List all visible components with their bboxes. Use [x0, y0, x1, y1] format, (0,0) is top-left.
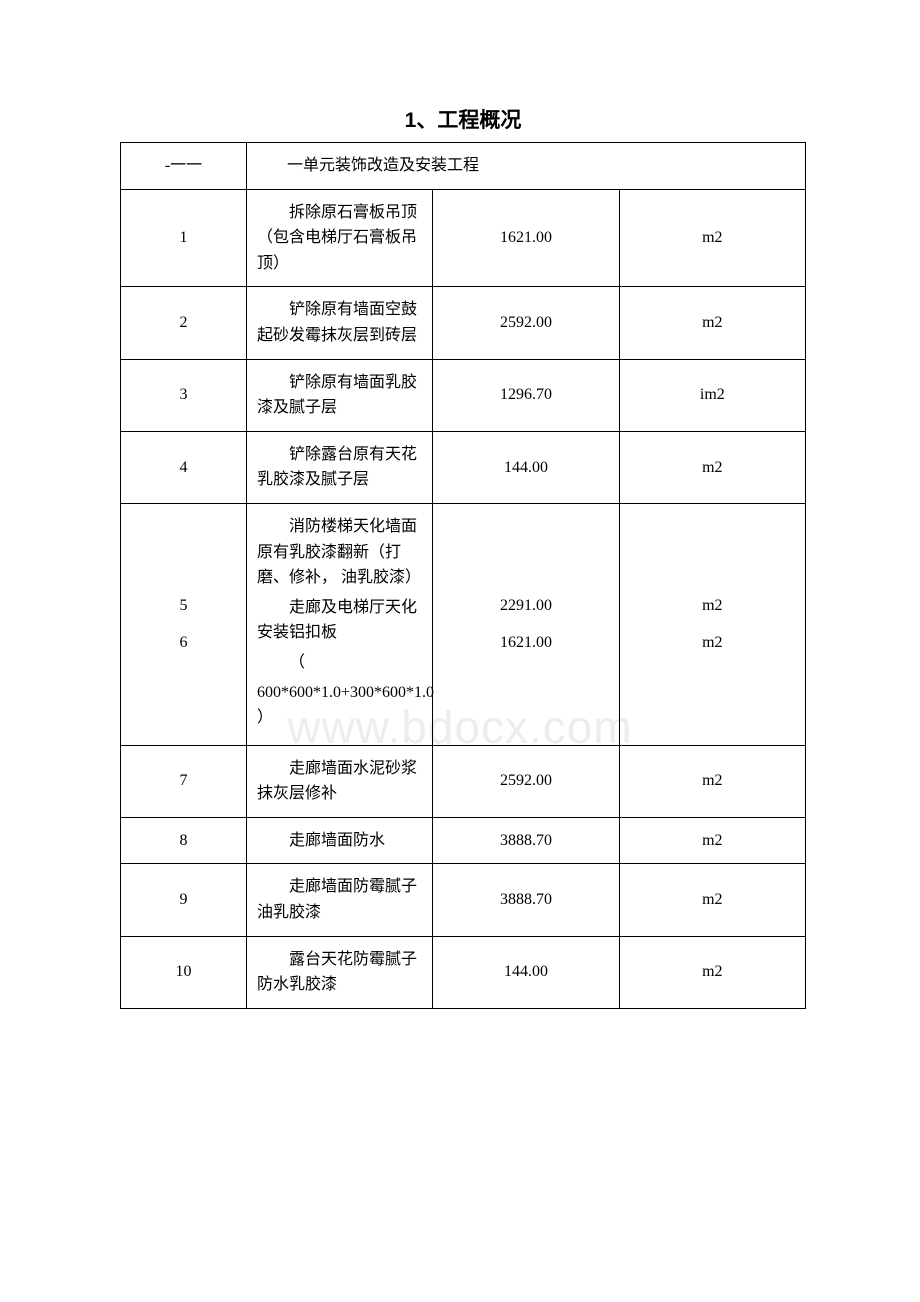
- table-row-merged: 5 6 消防楼梯天化墙面原有乳胶漆翻新（打磨、修补， 油乳胶漆） 走廊及电梯厅天…: [121, 503, 806, 745]
- row-num: 4: [121, 431, 247, 503]
- row-val: 144.00: [433, 936, 619, 1008]
- row-num-double: 5 6: [121, 503, 247, 745]
- row-desc: 拆除原石膏板吊顶（包含电梯厅石膏板吊顶）: [247, 189, 433, 287]
- table-header-row: -一一 一单元装饰改造及安装工程: [121, 143, 806, 190]
- table-row: 8 走廊墙面防水 3888.70 m2: [121, 817, 806, 864]
- table-row: 1 拆除原石膏板吊顶（包含电梯厅石膏板吊顶） 1621.00 m2: [121, 189, 806, 287]
- row-desc: 走廊墙面防水: [247, 817, 433, 864]
- header-left: -一一: [121, 143, 247, 190]
- table-row: 3 铲除原有墙面乳胶漆及腻子层 1296.70 im2: [121, 359, 806, 431]
- row-desc: 铲除露台原有天花乳胶漆及腻子层: [247, 431, 433, 503]
- table-row: 10 露台天花防霉腻子防水乳胶漆 144.00 m2: [121, 936, 806, 1008]
- row-unit: m2: [619, 864, 805, 936]
- table-row: 4 铲除露台原有天花乳胶漆及腻子层 144.00 m2: [121, 431, 806, 503]
- row-num: 1: [121, 189, 247, 287]
- row-num: 3: [121, 359, 247, 431]
- row-desc: 露台天花防霉腻子防水乳胶漆: [247, 936, 433, 1008]
- project-table: -一一 一单元装饰改造及安装工程 1 拆除原石膏板吊顶（包含电梯厅石膏板吊顶） …: [120, 142, 806, 1009]
- row-desc: 走廊墙面防霉腻子油乳胶漆: [247, 864, 433, 936]
- row-unit: m2: [619, 936, 805, 1008]
- row-num: 9: [121, 864, 247, 936]
- table-row: 7 走廊墙面水泥砂浆抹灰层修补 2592.00 m2: [121, 745, 806, 817]
- header-right: 一单元装饰改造及安装工程: [247, 143, 806, 190]
- row-desc: 铲除原有墙面乳胶漆及腻子层: [247, 359, 433, 431]
- row-val: 1621.00: [433, 189, 619, 287]
- row-val: 144.00: [433, 431, 619, 503]
- row-val-double: 2291.00 1621.00: [433, 503, 619, 745]
- row-desc-merged: 消防楼梯天化墙面原有乳胶漆翻新（打磨、修补， 油乳胶漆） 走廊及电梯厅天化安装铝…: [247, 503, 433, 745]
- row-num: 8: [121, 817, 247, 864]
- page-title: 1、工程概况: [120, 104, 806, 134]
- row-unit: m2: [619, 287, 805, 359]
- table-row: 2 铲除原有墙面空鼓起砂发霉抹灰层到砖层 2592.00 m2: [121, 287, 806, 359]
- row-num: 2: [121, 287, 247, 359]
- row-unit: m2: [619, 817, 805, 864]
- row-val: 3888.70: [433, 864, 619, 936]
- row-desc: 走廊墙面水泥砂浆抹灰层修补: [247, 745, 433, 817]
- row-val: 2592.00: [433, 287, 619, 359]
- row-unit: im2: [619, 359, 805, 431]
- row-desc: 铲除原有墙面空鼓起砂发霉抹灰层到砖层: [247, 287, 433, 359]
- table-row: 9 走廊墙面防霉腻子油乳胶漆 3888.70 m2: [121, 864, 806, 936]
- row-unit: m2: [619, 189, 805, 287]
- row-num: 7: [121, 745, 247, 817]
- row-val: 3888.70: [433, 817, 619, 864]
- row-unit-double: m2 m2: [619, 503, 805, 745]
- row-num: 10: [121, 936, 247, 1008]
- row-unit: m2: [619, 431, 805, 503]
- row-unit: m2: [619, 745, 805, 817]
- row-val: 2592.00: [433, 745, 619, 817]
- row-val: 1296.70: [433, 359, 619, 431]
